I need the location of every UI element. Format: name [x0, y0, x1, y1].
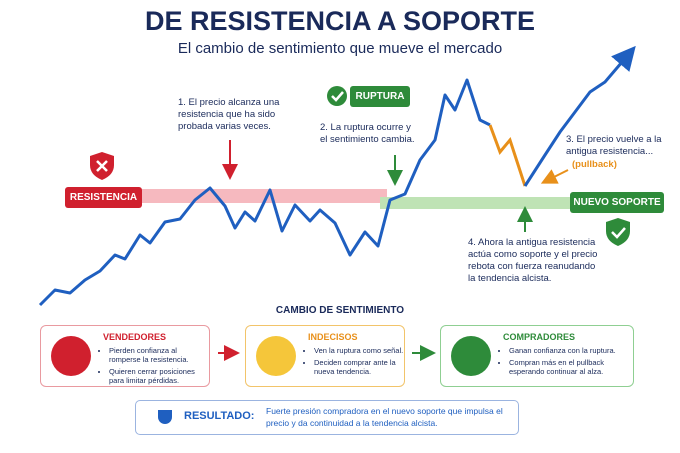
bullet: Deciden comprar ante la nueva tendencia. [314, 358, 404, 376]
check-icon [331, 91, 344, 102]
neutral-icon [256, 336, 296, 376]
bull-icon [451, 336, 491, 376]
result-label: RESULTADO: [184, 410, 255, 422]
trophy-icon [158, 410, 172, 424]
check-icon [611, 227, 626, 239]
resistance-label: RESISTENCIA [65, 187, 142, 208]
result-text: Fuerte presión compradora en el nuevo so… [266, 406, 503, 428]
check-circle [327, 86, 347, 106]
card: VENDEDORES Pierden confianza al romperse… [40, 325, 210, 387]
card-title: COMPRADORES [503, 332, 576, 342]
annotation: 3. El precio vuelve a la antigua resiste… [566, 134, 662, 157]
price-line-up [523, 45, 636, 187]
bullet: Ganan confianza con la ruptura. [509, 346, 633, 355]
card-title: VENDEDORES [103, 332, 167, 342]
card-bullets: Ganan confianza con la ruptura. Compran m… [499, 346, 633, 379]
bullet: Quieren cerrar posiciones para limitar p… [109, 367, 209, 385]
annotation: 1. El precio alcanza una resistencia que… [178, 97, 280, 132]
section-title: CAMBIO DE SENTIMIENTO [275, 305, 405, 316]
pullback-line [488, 124, 527, 187]
bullet: Ven la ruptura como señal. [314, 346, 404, 355]
annotation: 4. Ahora la antigua resistencia actúa co… [468, 237, 598, 284]
x-icon [96, 160, 108, 172]
result-box: RESULTADO: Fuerte presión compradora en … [135, 400, 519, 435]
bear-icon [51, 336, 91, 376]
price-line [38, 78, 491, 307]
card-bullets: Pierden confianza al romperse la resiste… [99, 346, 209, 388]
card: INDECISOS Ven la ruptura como señal. Deci… [245, 325, 405, 387]
support-zone [380, 197, 572, 209]
card-title: INDECISOS [308, 332, 358, 342]
arrow [540, 169, 569, 184]
shield-icon [606, 218, 630, 246]
bullet: Compran más en el pullback esperando con… [509, 358, 633, 376]
breakout-label: RUPTURA [350, 86, 410, 107]
annotation: 2. La ruptura ocurre y el sentimiento ca… [320, 122, 415, 145]
title: DE RESISTENCIA A SOPORTE [144, 6, 536, 36]
annotation-note: (pullback) [572, 159, 617, 170]
subtitle: El cambio de sentimiento que mueve el me… [177, 40, 503, 57]
support-label: NUEVO SOPORTE [570, 192, 664, 213]
card-bullets: Ven la ruptura como señal. Deciden compra… [304, 346, 404, 379]
bullet: Pierden confianza al romperse la resiste… [109, 346, 209, 364]
card: COMPRADORES Ganan confianza con la ruptu… [440, 325, 634, 387]
